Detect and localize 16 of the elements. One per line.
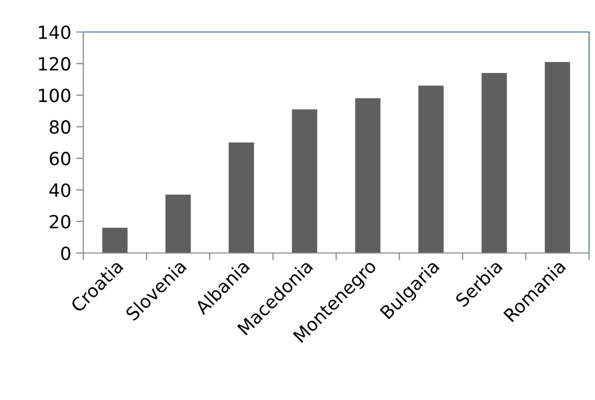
y-tick-label: 140	[39, 25, 70, 40]
bar	[544, 62, 570, 253]
bar	[292, 109, 318, 253]
y-tick-label: 20	[50, 214, 70, 229]
bar	[102, 228, 128, 253]
y-tick-label: 40	[49, 183, 70, 197]
bar	[482, 73, 507, 253]
y-tick-label: 0	[61, 246, 70, 260]
y-tick-label: 100	[39, 88, 70, 102]
bar	[165, 194, 191, 253]
y-tick-label: 120	[39, 57, 70, 71]
bar	[355, 98, 380, 253]
bar	[228, 142, 254, 253]
y-tick-label: 80	[50, 120, 70, 134]
bar	[418, 86, 444, 253]
y-tick-label: 60	[50, 152, 70, 166]
